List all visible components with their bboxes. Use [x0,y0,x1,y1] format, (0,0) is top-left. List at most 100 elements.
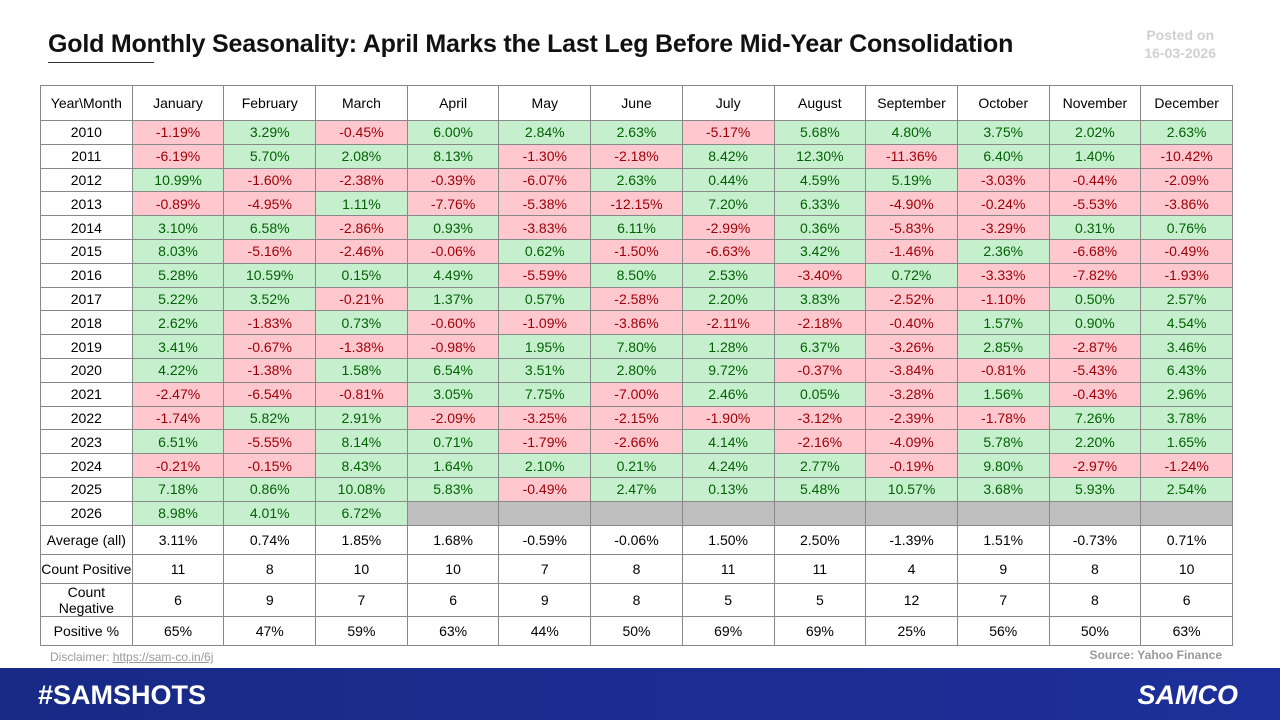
return-cell: 2.91% [315,405,408,431]
return-cell: 5.78% [956,429,1050,455]
return-cell: -4.90% [865,191,958,217]
return-cell: 9.80% [956,453,1050,478]
return-cell: 3.78% [1140,405,1233,431]
year-cell: 2018 [40,310,133,336]
summary-label: Count Positive [40,553,133,585]
return-cell: 2.62% [131,310,225,336]
return-cell: -1.24% [1140,453,1233,478]
summary-cell: 9 [498,583,592,618]
return-cell: -2.47% [131,381,225,407]
empty-cell [406,500,500,526]
return-cell: 1.37% [406,286,500,312]
return-cell: 6.11% [590,215,683,240]
return-cell: -3.40% [773,262,867,288]
year-cell: 2023 [40,429,133,455]
empty-cell [865,500,958,526]
return-cell: -7.82% [1048,262,1142,288]
return-cell: 5.48% [773,476,867,502]
year-cell: 2024 [40,453,133,478]
return-cell: -2.87% [1048,334,1142,359]
return-cell: -0.21% [315,286,408,312]
disclaimer-label: Disclaimer: [50,650,110,664]
summary-cell: 1.50% [681,524,775,555]
empty-cell [1140,500,1233,526]
return-cell: 2.85% [956,334,1050,359]
return-cell: 0.57% [498,286,592,312]
return-cell: 6.72% [315,500,408,526]
summary-cell: 11 [681,553,775,585]
summary-cell: 8 [223,553,317,585]
return-cell: 2.20% [1048,429,1142,455]
return-cell: 8.42% [681,143,775,169]
return-cell: 3.10% [131,215,225,240]
year-cell: 2013 [40,191,133,217]
summary-row: Average (all) 3.11% 0.74% 1.85% 1.68% -0.59% -… [40,524,1233,555]
column-header: May [498,85,592,121]
return-cell: 2.77% [773,453,867,478]
return-cell: 2.84% [498,120,592,145]
return-cell: 2.63% [590,120,683,145]
return-cell: -1.90% [681,405,775,431]
return-cell: 10.57% [865,476,958,502]
return-cell: -2.52% [865,286,958,312]
return-cell: -5.59% [498,262,592,288]
column-header: December [1140,85,1233,121]
return-cell: 6.33% [773,191,867,217]
return-cell: 1.11% [315,191,408,217]
return-cell: -5.17% [681,120,775,145]
summary-cell: 11 [131,553,225,585]
summary-cell: 1.51% [956,524,1050,555]
return-cell: 10.59% [223,262,317,288]
return-cell: -0.89% [131,191,225,217]
empty-cell [498,500,592,526]
return-cell: 5.68% [773,120,867,145]
return-cell: 0.31% [1048,215,1142,240]
year-cell: 2011 [40,143,133,169]
summary-label: Average (all) [40,524,133,555]
return-cell: 8.43% [315,453,408,478]
summary-cell: 9 [223,583,317,618]
return-cell: -2.58% [590,286,683,312]
return-cell: -4.95% [223,191,317,217]
return-cell: -3.03% [956,167,1050,193]
return-cell: -2.66% [590,429,683,455]
year-row: 2020 4.22% -1.38% 1.58% 6.54% 3.51% 2.80% 9.72%… [40,357,1233,383]
summary-cell: 10 [315,553,408,585]
return-cell: -0.44% [1048,167,1142,193]
summary-cell: 1.68% [406,524,500,555]
summary-cell: 6 [1140,583,1233,618]
year-cell: 2014 [40,215,133,240]
return-cell: 2.63% [590,167,683,193]
year-row: 2026 8.98% 4.01% 6.72% [40,500,1233,526]
return-cell: -7.76% [406,191,500,217]
return-cell: -0.49% [1140,238,1233,264]
column-header: January [131,85,225,121]
return-cell: 3.51% [498,357,592,383]
summary-cell: 3.11% [131,524,225,555]
return-cell: 2.10% [498,453,592,478]
summary-cell: -0.06% [590,524,683,555]
return-cell: -3.33% [956,262,1050,288]
return-cell: 2.36% [956,238,1050,264]
return-cell: 3.41% [131,334,225,359]
return-cell: -4.09% [865,429,958,455]
return-cell: 4.54% [1140,310,1233,336]
return-cell: -0.98% [406,334,500,359]
return-cell: 2.80% [590,357,683,383]
return-cell: -0.37% [773,357,867,383]
return-cell: -1.19% [131,120,225,145]
return-cell: 0.71% [406,429,500,455]
header-row: Year\Month January February March April May Ju… [40,85,1233,121]
disclaimer-link[interactable]: https://sam-co.in/6j [112,650,214,664]
summary-cell: 6 [406,583,500,618]
return-cell: -2.39% [865,405,958,431]
summary-cell: 10 [406,553,500,585]
return-cell: -0.81% [315,381,408,407]
return-cell: 2.08% [315,143,408,169]
year-row: 2023 6.51% -5.55% 8.14% 0.71% -1.79% -2.66% 4.1… [40,429,1233,455]
year-row: 2010 -1.19% 3.29% -0.45% 6.00% 2.84% 2.63% -5.1… [40,120,1233,145]
return-cell: -1.93% [1140,262,1233,288]
column-header: August [773,85,867,121]
title: Gold Monthly Seasonality: April Marks th… [48,30,1014,58]
